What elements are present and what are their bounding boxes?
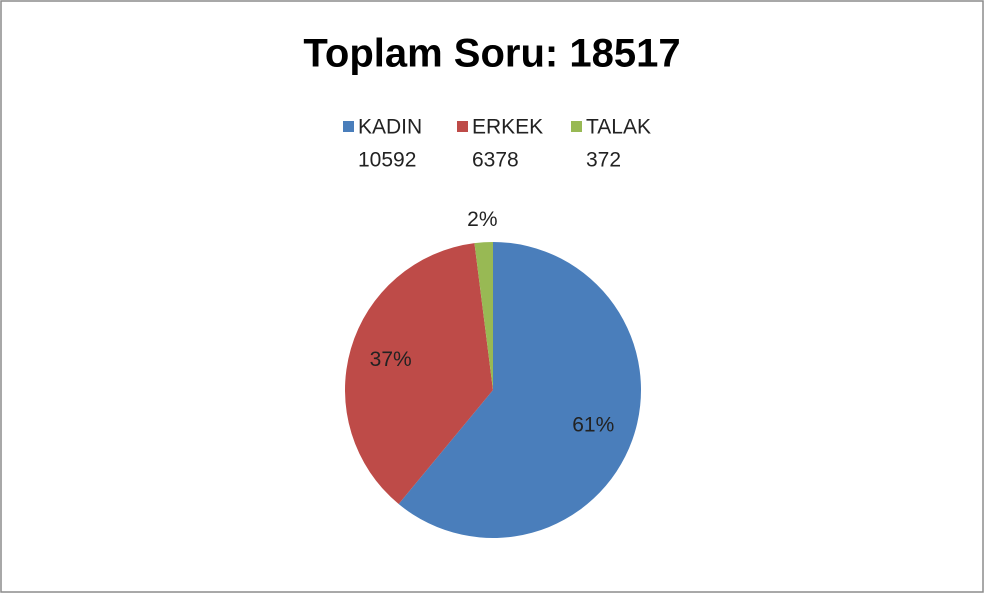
legend-swatch [457, 121, 468, 132]
chart-title: Toplam Soru: 18517 [303, 32, 680, 76]
legend-count: 6378 [472, 149, 519, 172]
pie-slice [345, 243, 493, 505]
data-label: 37% [370, 348, 412, 371]
legend-swatch [571, 121, 582, 132]
legend-swatch [343, 121, 354, 132]
legend-label: ERKEK [472, 116, 543, 139]
pie-slice [398, 242, 642, 539]
legend-count: 372 [586, 149, 621, 172]
legend-label: TALAK [586, 116, 651, 139]
data-label: 2% [467, 208, 497, 231]
pie-slice [474, 242, 493, 390]
legend-label: KADIN [358, 116, 422, 139]
legend-count: 10592 [358, 149, 416, 172]
data-label: 61% [572, 414, 614, 437]
